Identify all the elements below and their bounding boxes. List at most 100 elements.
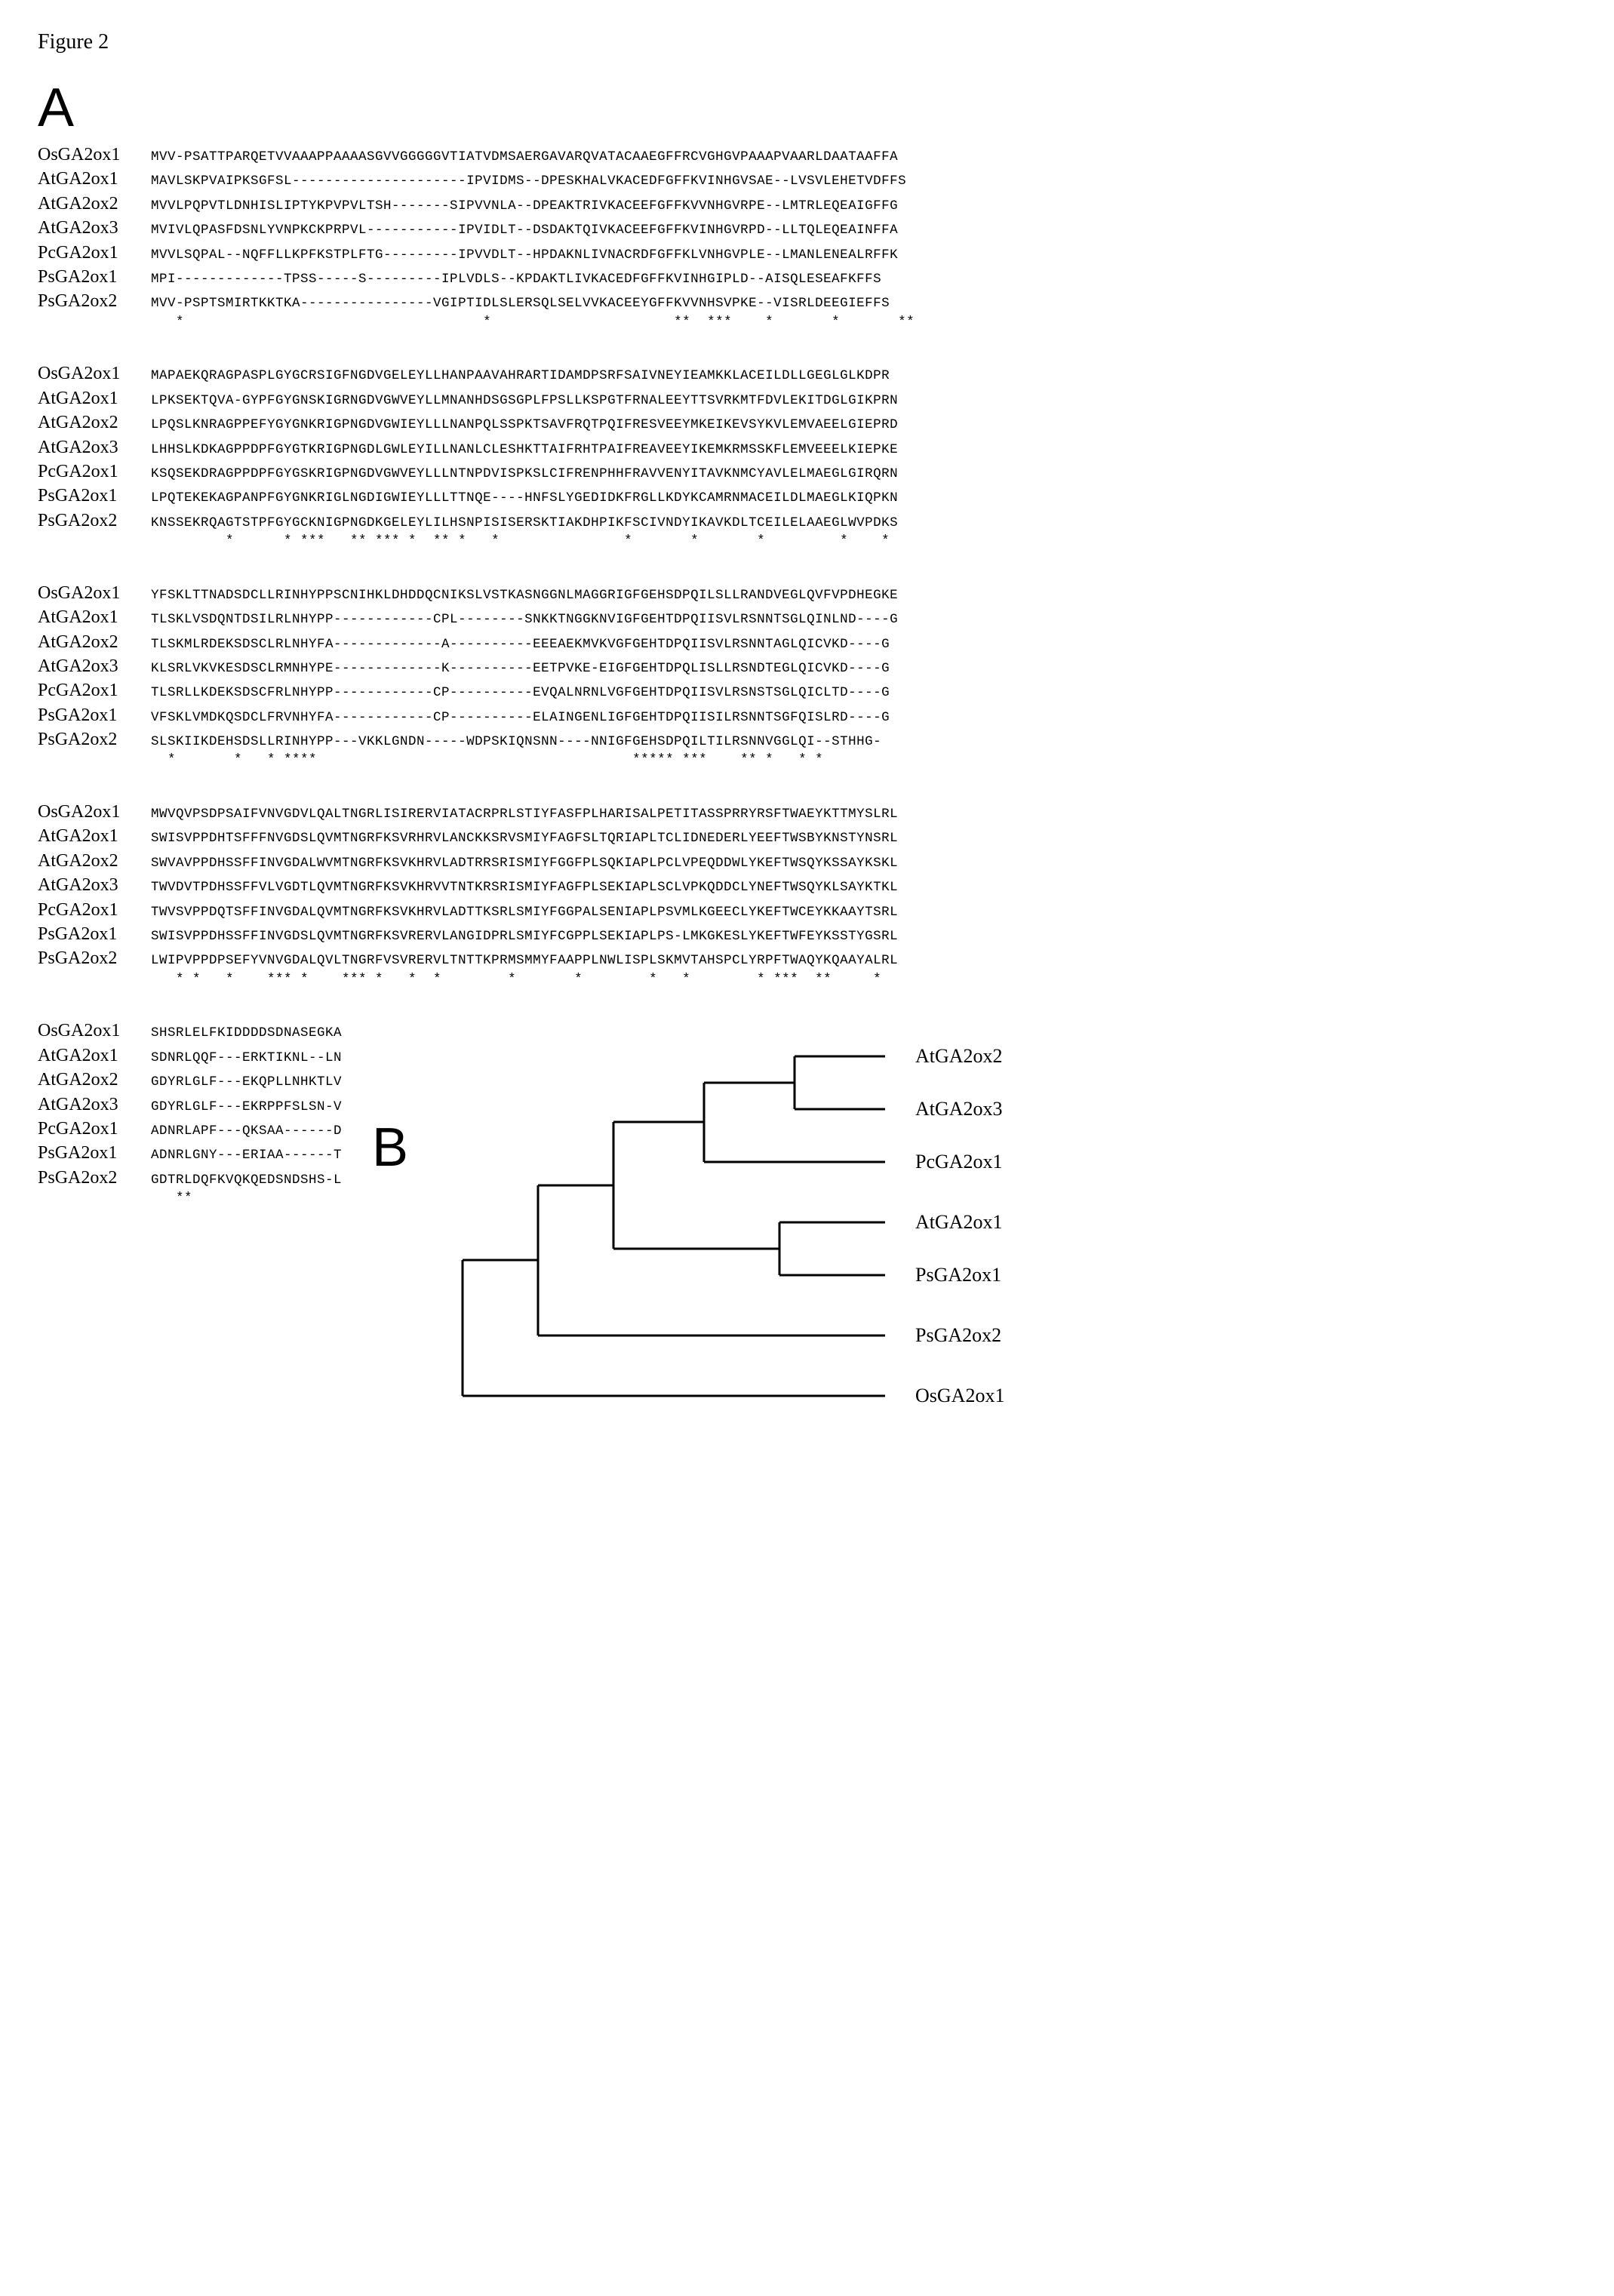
sequence-row: AtGA2ox1SDNRLQQF---ERKTIKNL--LN [38,1043,342,1068]
alignment-block: OsGA2ox1MAPAEKQRAGPASPLGYGCRSIGFNGDVGELE… [38,361,1576,550]
sequence-text: TLSKMLRDEKSDSCLRLNHYFA-------------A----… [151,636,1576,654]
sequence-label: PcGA2ox1 [38,678,151,702]
sequence-label: AtGA2ox2 [38,1068,151,1092]
sequence-label: PsGA2ox1 [38,484,151,508]
sequence-label: PcGA2ox1 [38,1117,151,1141]
sequence-row: OsGA2ox1MAPAEKQRAGPASPLGYGCRSIGFNGDVGELE… [38,361,1576,386]
sequence-text: MVVLPQPVTLDNHISLIPTYKPVPVLTSH-------SIPV… [151,198,1576,216]
tree-leaf-label: AtGA2ox2 [915,1045,1003,1067]
sequence-text: SLSKIIKDEHSDSLLRINHYPP---VKKLGNDN-----WD… [151,733,1576,752]
sequence-label: AtGA2ox3 [38,1093,151,1117]
sequence-text: MVV-PSPTSMIRTKKTKA----------------VGIPTI… [151,295,1576,313]
sequence-text: MAPAEKQRAGPASPLGYGCRSIGFNGDVGELEYLLHANPA… [151,367,1576,386]
sequence-row: AtGA2ox1SWISVPPDHTSFFFNVGDSLQVMTNGRFKSVR… [38,824,1576,848]
sequence-label: PsGA2ox2 [38,289,151,313]
sequence-row: PcGA2ox1ADNRLAPF---QKSAA------D [38,1117,342,1141]
tree-leaf-label: AtGA2ox3 [915,1098,1003,1120]
sequence-row: PsGA2ox1ADNRLGNY---ERIAA------T [38,1141,342,1165]
sequence-row: AtGA2ox2LPQSLKNRAGPPEFYGYGNKRIGPNGDVGWIE… [38,410,1576,435]
tree-leaf-label: PsGA2ox1 [915,1264,1001,1286]
conservation-stars: * * * **** ***** *** ** * * * [38,752,1576,770]
sequence-label: PcGA2ox1 [38,241,151,265]
sequence-row: PsGA2ox2SLSKIIKDEHSDSLLRINHYPP---VKKLGND… [38,727,1576,752]
sequence-row: AtGA2ox3MVIVLQPASFDSNLYVNPKCKPRPVL------… [38,216,1576,240]
sequence-text: LHHSLKDKAGPPDPFGYGTKRIGPNGDLGWLEYILLNANL… [151,441,1576,460]
sequence-text: ADNRLGNY---ERIAA------T [151,1147,342,1165]
sequence-label: PcGA2ox1 [38,898,151,922]
conservation-stars: * * * *** * *** * * * * * * * * *** ** * [38,971,1576,989]
sequence-label: PsGA2ox2 [38,509,151,533]
tree-leaf-label: AtGA2ox1 [915,1211,1003,1233]
sequence-label: AtGA2ox3 [38,654,151,678]
sequence-row: AtGA2ox1LPKSEKTQVA-GYPFGYGNSKIGRNGDVGWVE… [38,386,1576,410]
sequence-row: AtGA2ox2MVVLPQPVTLDNHISLIPTYKPVPVLTSH---… [38,192,1576,216]
sequence-row: AtGA2ox1MAVLSKPVAIPKSGFSL---------------… [38,167,1576,191]
sequence-label: AtGA2ox2 [38,192,151,216]
sequence-text: MWVQVPSDPSAIFVNVGDVLQALTNGRLISIRERVIATAC… [151,806,1576,824]
tree-leaf-label: PsGA2ox2 [915,1324,1001,1346]
alignment-block: OsGA2ox1YFSKLTTNADSDCLLRINHYPPSCNIHKLDHD… [38,581,1576,770]
sequence-row: AtGA2ox2GDYRLGLF---EKQPLLNHKTLV [38,1068,342,1092]
sequence-text: GDTRLDQFKVQKQEDSNDSHS-L [151,1172,342,1190]
sequence-label: PsGA2ox1 [38,265,151,289]
sequence-text: SWISVPPDHSSFFINVGDSLQVMTNGRFKSVRERVLANGI… [151,928,1576,946]
sequence-text: TLSRLLKDEKSDSCFRLNHYPP------------CP----… [151,684,1576,702]
alignment-panel: OsGA2ox1MVV-PSATTPARQETVVAAAPPAAAASGVVGG… [38,143,1576,1418]
sequence-text: LPQTEKEKAGPANPFGYGNKRIGLNGDIGWIEYLLLTTNQ… [151,490,1576,508]
sequence-label: OsGA2ox1 [38,1019,151,1043]
sequence-text: TWVDVTPDHSSFFVLVGDTLQVMTNGRFKSVKHRVVTNTK… [151,879,1576,897]
sequence-text: LPKSEKTQVA-GYPFGYGNSKIGRNGDVGWVEYLLMNANH… [151,392,1576,410]
sequence-row: PsGA2ox2KNSSEKRQAGTSTPFGYGCKNIGPNGDKGELE… [38,509,1576,533]
figure-title: Figure 2 [38,30,1576,54]
sequence-row: PcGA2ox1TWVSVPPDQTSFFINVGDALQVMTNGRFKSVK… [38,898,1576,922]
sequence-row: OsGA2ox1MVV-PSATTPARQETVVAAAPPAAAASGVVGG… [38,143,1576,167]
sequence-label: PsGA2ox2 [38,727,151,752]
panel-b-label: B [372,1117,408,1179]
sequence-label: OsGA2ox1 [38,581,151,605]
sequence-label: OsGA2ox1 [38,361,151,386]
phylogenetic-tree: AtGA2ox2 AtGA2ox3 PcGA2ox1 AtGA2ox1 PsGA2ox1… [372,1026,1051,1418]
sequence-label: AtGA2ox1 [38,167,151,191]
conservation-stars: ** [38,1190,342,1208]
sequence-row: PcGA2ox1KSQSEKDRAGPPDPFGYGSKRIGPNGDVGWVE… [38,460,1576,484]
sequence-text: GDYRLGLF---EKQPLLNHKTLV [151,1074,342,1092]
tree-leaf-label: PcGA2ox1 [915,1151,1003,1173]
sequence-text: LPQSLKNRAGPPEFYGYGNKRIGPNGDVGWIEYLLLNANP… [151,416,1576,435]
bottom-panel: OsGA2ox1SHSRLELFKIDDDDSDNASEGKAAtGA2ox1S… [38,1019,1576,1418]
alignment-block: OsGA2ox1SHSRLELFKIDDDDSDNASEGKAAtGA2ox1S… [38,1019,342,1207]
sequence-label: PcGA2ox1 [38,460,151,484]
sequence-label: OsGA2ox1 [38,143,151,167]
sequence-text: SWVAVPPDHSSFFINVGDALWVMTNGRFKSVKHRVLADTR… [151,855,1576,873]
sequence-row: PsGA2ox1SWISVPPDHSSFFINVGDSLQVMTNGRFKSVR… [38,922,1576,946]
alignment-block: OsGA2ox1MWVQVPSDPSAIFVNVGDVLQALTNGRLISIR… [38,800,1576,988]
sequence-label: PsGA2ox1 [38,1141,151,1165]
sequence-text: MAVLSKPVAIPKSGFSL---------------------IP… [151,173,1576,191]
sequence-label: AtGA2ox1 [38,605,151,629]
sequence-text: TWVSVPPDQTSFFINVGDALQVMTNGRFKSVKHRVLADTT… [151,904,1576,922]
sequence-text: ADNRLAPF---QKSAA------D [151,1123,342,1141]
sequence-row: AtGA2ox3LHHSLKDKAGPPDPFGYGTKRIGPNGDLGWLE… [38,435,1576,460]
conservation-stars: * * ** *** * * ** [38,314,1576,332]
sequence-label: PsGA2ox1 [38,922,151,946]
sequence-row: PsGA2ox1MPI-------------TPSS-----S------… [38,265,1576,289]
sequence-row: PsGA2ox1LPQTEKEKAGPANPFGYGNKRIGLNGDIGWIE… [38,484,1576,508]
sequence-row: AtGA2ox2SWVAVPPDHSSFFINVGDALWVMTNGRFKSVK… [38,849,1576,873]
sequence-text: GDYRLGLF---EKRPPFSLSN-V [151,1099,342,1117]
sequence-text: MPI-------------TPSS-----S---------IPLVD… [151,271,1576,289]
sequence-text: MVVLSQPAL--NQFFLLKPFKSTPLFTG---------IPV… [151,247,1576,265]
sequence-row: OsGA2ox1YFSKLTTNADSDCLLRINHYPPSCNIHKLDHD… [38,581,1576,605]
sequence-text: VFSKLVMDKQSDCLFRVNHYFA------------CP----… [151,709,1576,727]
sequence-label: AtGA2ox1 [38,824,151,848]
panel-a-label: A [38,77,74,139]
sequence-label: PsGA2ox2 [38,946,151,970]
conservation-stars: * * *** ** *** * ** * * * * * * * [38,533,1576,551]
sequence-label: AtGA2ox2 [38,630,151,654]
sequence-text: KSQSEKDRAGPPDPFGYGSKRIGPNGDVGWVEYLLLNTNP… [151,466,1576,484]
sequence-text: LWIPVPPDPSEFYVNVGDALQVLTNGRFVSVRERVLTNTT… [151,952,1576,970]
sequence-label: OsGA2ox1 [38,800,151,824]
sequence-row: PsGA2ox2MVV-PSPTSMIRTKKTKA--------------… [38,289,1576,313]
sequence-text: SDNRLQQF---ERKTIKNL--LN [151,1050,342,1068]
sequence-text: YFSKLTTNADSDCLLRINHYPPSCNIHKLDHDDQCNIKSL… [151,587,1576,605]
sequence-label: PsGA2ox1 [38,703,151,727]
sequence-row: PcGA2ox1TLSRLLKDEKSDSCFRLNHYPP----------… [38,678,1576,702]
